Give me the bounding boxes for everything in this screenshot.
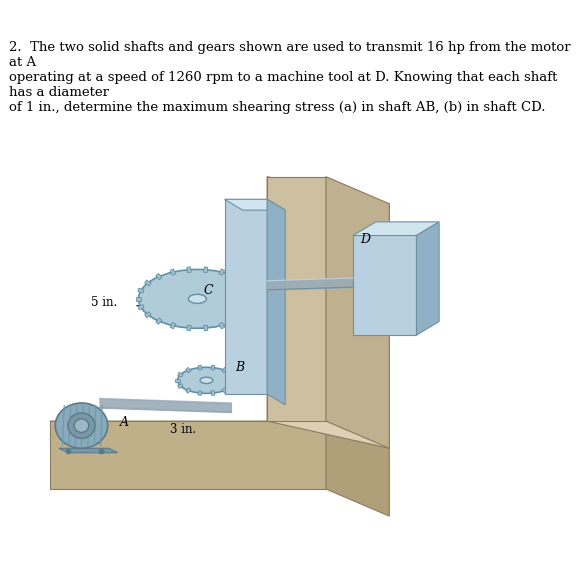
Text: A: A [120, 416, 130, 429]
Ellipse shape [74, 419, 89, 433]
Bar [203, 267, 208, 272]
Polygon shape [326, 421, 389, 516]
Bar [198, 391, 202, 396]
Ellipse shape [177, 367, 236, 393]
Bar [244, 280, 250, 286]
Ellipse shape [55, 403, 108, 448]
Text: C: C [204, 285, 213, 297]
Bar [198, 365, 202, 370]
Bar [251, 305, 257, 310]
Bar [222, 367, 227, 373]
Polygon shape [353, 222, 439, 236]
Bar [211, 365, 215, 370]
Bar [253, 297, 259, 301]
Text: D: D [361, 233, 370, 246]
Ellipse shape [188, 294, 206, 304]
Bar [219, 323, 225, 329]
Bar [156, 318, 162, 324]
Bar [170, 269, 176, 275]
Polygon shape [59, 448, 118, 453]
Polygon shape [326, 177, 389, 448]
Bar [211, 391, 215, 396]
Ellipse shape [138, 270, 256, 328]
Ellipse shape [68, 413, 95, 438]
Bar [177, 372, 183, 377]
Text: 5 in.: 5 in. [92, 296, 118, 309]
Bar [203, 325, 208, 331]
Bar [136, 297, 141, 301]
Bar [222, 388, 227, 393]
Bar [170, 323, 176, 329]
Polygon shape [416, 222, 439, 335]
Polygon shape [50, 421, 326, 489]
Text: B: B [236, 361, 245, 374]
Polygon shape [267, 199, 285, 405]
Polygon shape [50, 421, 389, 448]
Bar [187, 325, 191, 331]
Ellipse shape [200, 377, 213, 384]
Bar [251, 288, 257, 293]
Bar [230, 384, 235, 388]
Bar [244, 312, 250, 318]
Bar [156, 274, 162, 280]
Polygon shape [225, 199, 285, 210]
Polygon shape [353, 236, 416, 335]
Bar [230, 372, 235, 377]
Bar [233, 274, 239, 280]
Bar [138, 288, 144, 293]
Bar [219, 269, 225, 275]
Text: 2.  The two solid shafts and gears shown are used to transmit 16 hp from the mot: 2. The two solid shafts and gears shown … [9, 41, 571, 114]
Polygon shape [267, 177, 326, 421]
Bar [175, 379, 180, 382]
Bar [233, 318, 239, 324]
Text: 3 in.: 3 in. [170, 423, 196, 436]
Bar [138, 305, 144, 310]
Bar [185, 367, 191, 373]
Bar [145, 280, 151, 286]
Bar [233, 379, 238, 382]
Polygon shape [267, 177, 389, 448]
Bar [185, 388, 191, 393]
Polygon shape [225, 199, 267, 394]
Bar [177, 384, 183, 388]
Bar [187, 267, 191, 272]
Bar [145, 312, 151, 318]
